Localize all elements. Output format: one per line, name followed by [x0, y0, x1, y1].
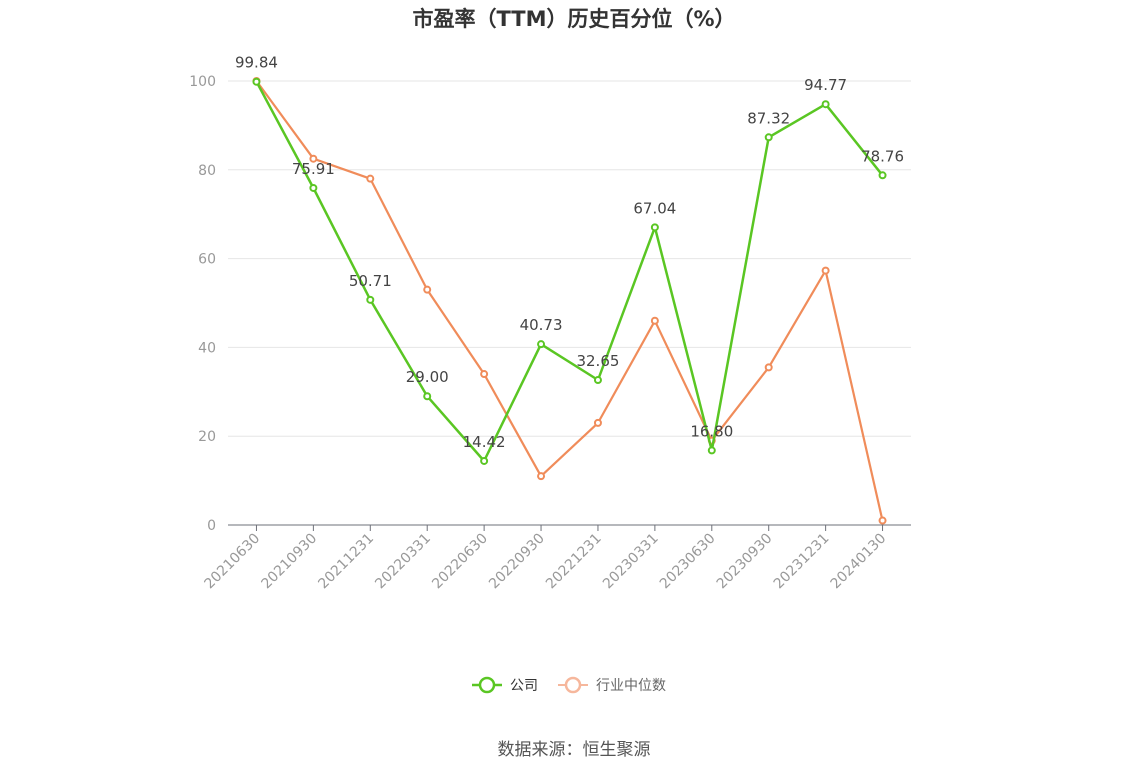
x-tick-label: 20210930	[258, 531, 320, 593]
y-tick-label: 40	[198, 340, 216, 356]
data-point-industry[interactable]	[593, 418, 602, 427]
x-tick-label: 20210630	[202, 531, 264, 593]
y-tick-label: 100	[189, 74, 216, 90]
data-label: 87.32	[747, 109, 790, 127]
data-point-company[interactable]	[423, 392, 432, 401]
x-tick-label: 20211231	[315, 531, 377, 593]
data-point-company[interactable]	[252, 77, 261, 86]
y-tick-label: 20	[198, 429, 216, 445]
legend-marker	[564, 676, 582, 694]
data-point-company[interactable]	[650, 223, 659, 232]
data-labels: 99.84 75.91 50.71 29.00 14.42 40.73 32.65 67.04…	[235, 54, 904, 451]
data-point-industry[interactable]	[878, 516, 887, 525]
series-line-industry	[255, 80, 884, 521]
data-label: 32.65	[576, 352, 619, 370]
legend-item-industry[interactable]: 行业中位数	[558, 676, 666, 694]
data-point-industry[interactable]	[650, 316, 659, 325]
data-point-company[interactable]	[309, 183, 318, 192]
data-point-company[interactable]	[821, 100, 830, 109]
x-tick-label: 20230331	[600, 531, 662, 593]
y-tick-label: 60	[198, 252, 216, 268]
series-line-company	[255, 81, 884, 463]
data-label: 78.76	[861, 147, 904, 165]
data-label: 99.84	[235, 54, 278, 72]
data-point-industry[interactable]	[821, 266, 830, 275]
grid-lines	[228, 80, 911, 437]
data-point-company[interactable]	[537, 340, 546, 349]
data-label: 67.04	[633, 199, 676, 217]
data-label: 50.71	[349, 272, 392, 290]
x-tick-label: 20240130	[828, 531, 890, 593]
data-point-company[interactable]	[366, 295, 375, 304]
data-point-company[interactable]	[707, 446, 716, 455]
legend[interactable]: 公司 行业中位数	[472, 676, 666, 694]
data-point-company[interactable]	[878, 171, 887, 180]
x-tick-label: 20221231	[543, 531, 605, 593]
data-point-industry[interactable]	[309, 154, 318, 163]
legend-label: 行业中位数	[596, 678, 666, 694]
y-tick-label: 0	[207, 518, 216, 534]
x-tick-label: 20231231	[771, 531, 833, 593]
y-tick-label: 80	[198, 163, 216, 179]
data-point-industry[interactable]	[366, 174, 375, 183]
data-point-industry[interactable]	[764, 363, 773, 372]
data-label: 29.00	[406, 368, 449, 386]
x-tick-label: 20230930	[714, 531, 776, 593]
data-point-industry[interactable]	[537, 472, 546, 481]
data-label: 75.91	[292, 160, 335, 178]
legend-item-company[interactable]: 公司	[472, 676, 538, 694]
x-axis: 2021063020210930202112312022033120220630…	[202, 524, 911, 593]
data-point-company[interactable]	[764, 133, 773, 142]
y-axis: 0 20 40 60 80 100	[189, 74, 216, 534]
chart-title: 市盈率（TTM）历史百分位（%）	[412, 7, 735, 31]
data-label: 94.77	[804, 76, 847, 94]
x-tick-label: 20220930	[486, 531, 548, 593]
data-point-industry[interactable]	[480, 370, 489, 379]
x-tick-label: 20230630	[657, 531, 719, 593]
data-label: 14.42	[463, 433, 506, 451]
data-label: 40.73	[520, 316, 563, 334]
x-tick-label: 20220630	[429, 531, 491, 593]
legend-label: 公司	[510, 678, 538, 694]
data-point-company[interactable]	[593, 376, 602, 385]
x-tick-label: 20220331	[372, 531, 434, 593]
data-label: 16.80	[690, 422, 733, 440]
data-point-company[interactable]	[480, 456, 489, 465]
legend-marker	[478, 676, 496, 694]
source-text: 数据来源：恒生聚源	[498, 740, 651, 760]
data-point-industry[interactable]	[423, 285, 432, 294]
series-layer	[252, 77, 887, 525]
